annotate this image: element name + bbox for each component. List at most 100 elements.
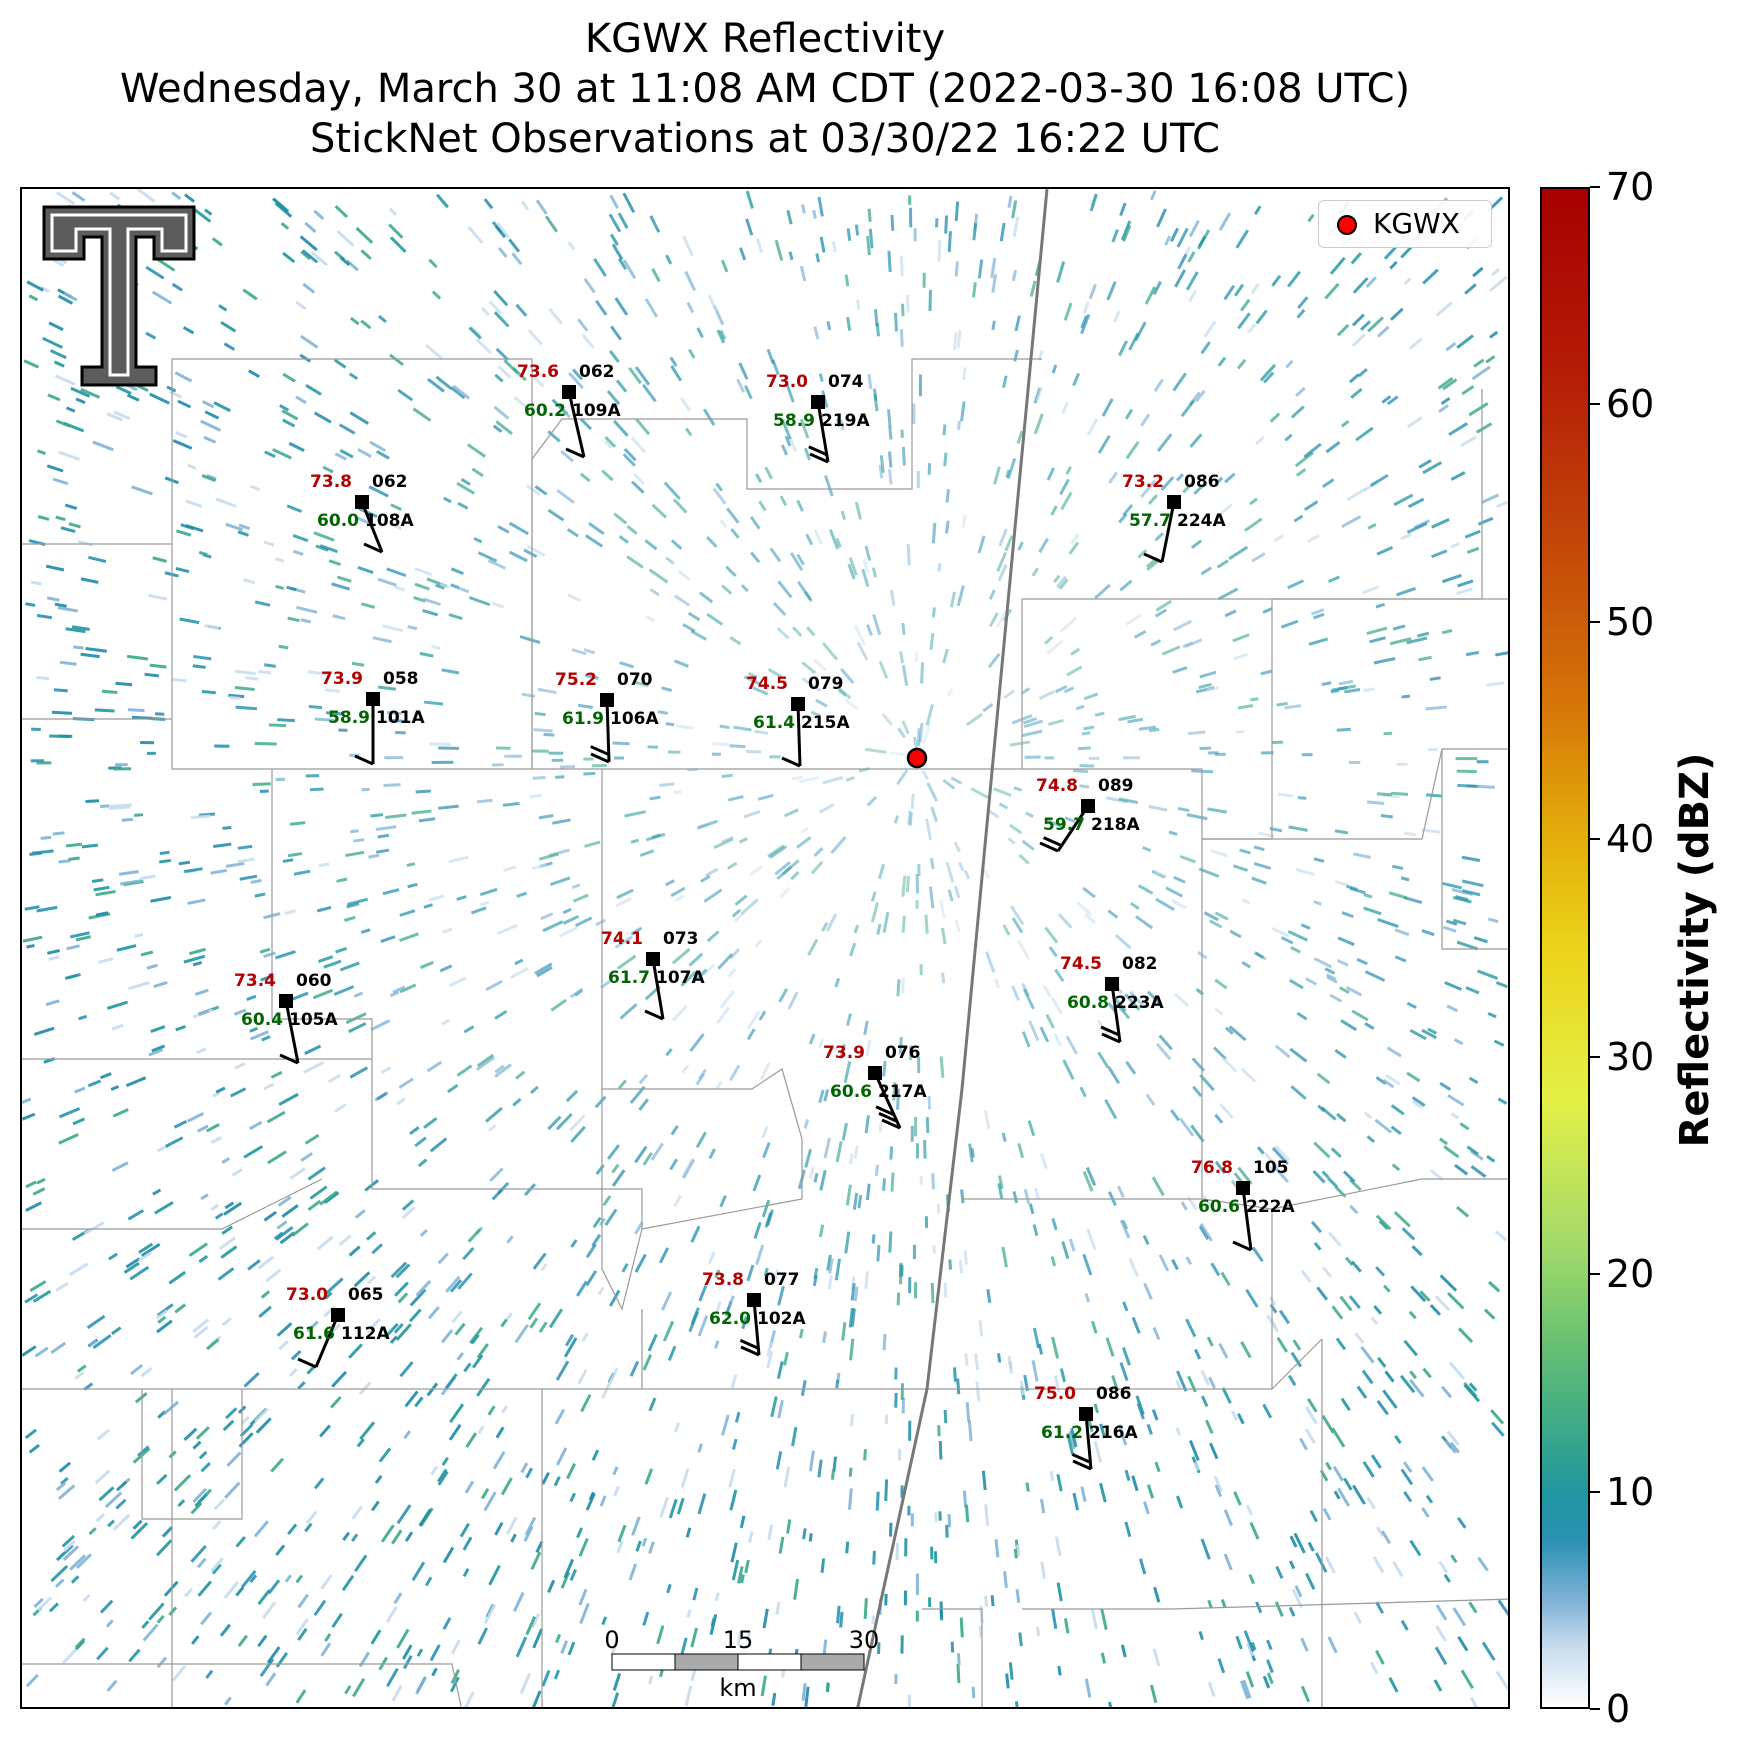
station-temperature: 74.8 — [1036, 776, 1078, 796]
station-219A[interactable]: 73.0 074 58.9 219A — [766, 372, 870, 464]
station-101A[interactable]: 73.9 058 58.9 101A — [321, 669, 425, 766]
station-id: 102A — [757, 1309, 806, 1329]
wind-barb-staff — [873, 1072, 902, 1129]
station-wind-direction: 073 — [663, 929, 699, 949]
station-temperature: 74.1 — [601, 929, 643, 949]
station-marker — [1236, 1181, 1250, 1195]
station-id: 105A — [289, 1010, 338, 1030]
texas-tech-double-t-logo — [42, 205, 196, 387]
station-marker — [1081, 799, 1095, 813]
station-105A[interactable]: 73.4 060 60.4 105A — [234, 971, 338, 1065]
station-marker — [1167, 495, 1181, 509]
colorbar-tick-label: 50 — [1606, 599, 1655, 644]
scale-bar-label-15: 15 — [723, 1626, 754, 1654]
chart-title: KGWX Reflectivity Wednesday, March 30 at… — [0, 14, 1530, 164]
wind-barb-staff — [1110, 983, 1122, 1043]
station-marker — [355, 495, 369, 509]
radar-legend-marker — [1337, 215, 1357, 235]
sticknet-stations: 73.8 062 60.0 108A 73.6 062 60.2 109A 73.0 074 58.… — [234, 362, 1295, 1471]
colorbar-tick-label: 0 — [1606, 1687, 1631, 1731]
station-106A[interactable]: 75.2 070 61.9 106A — [555, 670, 659, 764]
station-wind-direction: 086 — [1184, 472, 1220, 492]
station-wind-direction: 077 — [764, 1270, 800, 1290]
legend-label: KGWX — [1373, 207, 1460, 240]
wind-barb-flag — [279, 1053, 299, 1065]
colorbar-tick-mark — [1590, 1273, 1600, 1276]
station-marker — [791, 697, 805, 711]
colorbar-tick-mark — [1590, 186, 1600, 188]
station-marker — [1105, 977, 1119, 991]
station-wind-direction: 062 — [579, 362, 615, 382]
wind-barb-flag — [644, 1009, 664, 1021]
radar-map-canvas: 0 15 30 km 73.8 062 60.0 108A 73.6 062 60.2 109… — [22, 189, 1508, 1707]
station-temperature: 75.2 — [555, 670, 597, 690]
station-id: 219A — [821, 411, 870, 431]
station-wind-direction: 082 — [1122, 954, 1158, 974]
title-line-3: StickNet Observations at 03/30/22 16:22 … — [310, 116, 1220, 162]
radar-map[interactable]: 0 15 30 km 73.8 062 60.0 108A 73.6 062 60.2 109… — [20, 187, 1510, 1709]
wind-barb-staff — [605, 699, 611, 763]
station-dewpoint: 61.7 — [608, 968, 650, 988]
colorbar-title: Reflectivity (dBZ) — [1672, 752, 1718, 1148]
station-temperature: 73.6 — [517, 362, 559, 382]
station-marker — [279, 994, 293, 1008]
station-wind-direction: 076 — [885, 1043, 921, 1063]
reflectivity-colorbar — [1540, 187, 1590, 1709]
colorbar-tick-mark — [1590, 1055, 1600, 1058]
station-temperature: 73.9 — [823, 1043, 865, 1063]
wind-barb-staff — [796, 703, 802, 767]
station-wind-direction: 062 — [372, 472, 408, 492]
kgwx-radar-marker[interactable] — [906, 747, 928, 769]
station-id: 216A — [1089, 1423, 1138, 1443]
county-boundaries — [22, 358, 1508, 1707]
station-102A[interactable]: 73.8 077 62.0 102A — [702, 1270, 806, 1357]
station-dewpoint: 61.6 — [293, 1324, 335, 1344]
wind-barb-flag — [875, 1105, 895, 1117]
colorbar-tick-mark — [1590, 1708, 1600, 1710]
station-109A[interactable]: 73.6 062 60.2 109A — [517, 362, 621, 459]
wind-barb-staff — [1084, 1413, 1093, 1470]
title-line-1: KGWX Reflectivity — [584, 16, 946, 62]
station-wind-direction: 074 — [828, 372, 864, 392]
station-wind-direction: 060 — [296, 971, 332, 991]
station-marker — [562, 385, 576, 399]
wind-barb-staff — [1160, 501, 1176, 563]
wind-barb-flag — [297, 1357, 317, 1369]
wind-barb-flag — [739, 1339, 760, 1350]
wind-barb-flag — [590, 745, 610, 756]
scale-bar-label-30: 30 — [849, 1626, 880, 1654]
scale-bar-label-0: 0 — [604, 1626, 619, 1654]
station-222A[interactable]: 76.8 105 60.6 222A — [1191, 1158, 1295, 1252]
station-wind-direction: 089 — [1098, 776, 1134, 796]
station-id: 218A — [1091, 815, 1140, 835]
station-107A[interactable]: 74.1 073 61.7 107A — [601, 929, 705, 1021]
station-dewpoint: 60.2 — [524, 401, 566, 421]
station-215A[interactable]: 74.5 079 61.4 215A — [746, 674, 850, 768]
station-id: 107A — [656, 968, 705, 988]
station-217A[interactable]: 73.9 076 60.6 217A — [823, 1043, 927, 1130]
wind-barb-staff — [360, 501, 384, 553]
scale-bar: 0 15 30 km — [604, 1626, 879, 1702]
colorbar-tick-mark — [1590, 620, 1600, 623]
wind-barb-flag — [881, 1118, 901, 1130]
colorbar-tick-label: 20 — [1606, 1252, 1655, 1297]
station-wind-direction: 086 — [1096, 1384, 1132, 1404]
station-112A[interactable]: 73.0 065 61.6 112A — [286, 1285, 390, 1369]
station-dewpoint: 60.6 — [1198, 1197, 1240, 1217]
station-marker — [1079, 1407, 1093, 1421]
station-wind-direction: 105 — [1253, 1158, 1289, 1178]
station-224A[interactable]: 73.2 086 57.7 224A — [1122, 472, 1226, 564]
station-223A[interactable]: 74.5 082 60.8 223A — [1060, 954, 1164, 1044]
station-218A[interactable]: 74.8 089 59.7 218A — [1036, 776, 1140, 853]
station-108A[interactable]: 73.8 062 60.0 108A — [310, 472, 414, 554]
station-temperature: 73.9 — [321, 669, 363, 689]
station-id: 217A — [878, 1082, 927, 1102]
wind-barb-staff — [752, 1299, 761, 1356]
colorbar-tick-label: 70 — [1606, 165, 1655, 209]
station-id: 224A — [1177, 511, 1226, 531]
wind-barb-flag — [1143, 552, 1163, 564]
station-216A[interactable]: 75.0 086 61.2 216A — [1034, 1384, 1138, 1471]
station-dewpoint: 57.7 — [1129, 511, 1171, 531]
station-id: 112A — [341, 1324, 390, 1344]
station-dewpoint: 60.8 — [1067, 993, 1109, 1013]
